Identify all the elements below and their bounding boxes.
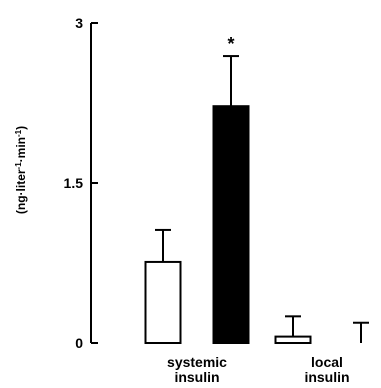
y-tick-label: 3 <box>75 15 83 31</box>
category-label: local insulin <box>304 354 349 385</box>
category-labels: systemic insulin local insulin <box>167 354 350 385</box>
y-tick-label: 0 <box>75 335 83 351</box>
bars: * <box>144 34 369 345</box>
bar <box>144 260 182 344</box>
y-axis: 01.53 <box>64 15 98 351</box>
category-label: systemic insulin <box>167 354 227 385</box>
bar <box>212 105 250 344</box>
significance-marker: * <box>227 34 234 54</box>
y-axis-title: (ng·liter-1·min-1) <box>14 126 29 214</box>
bar <box>274 335 312 345</box>
y-tick-label: 1.5 <box>64 175 84 191</box>
